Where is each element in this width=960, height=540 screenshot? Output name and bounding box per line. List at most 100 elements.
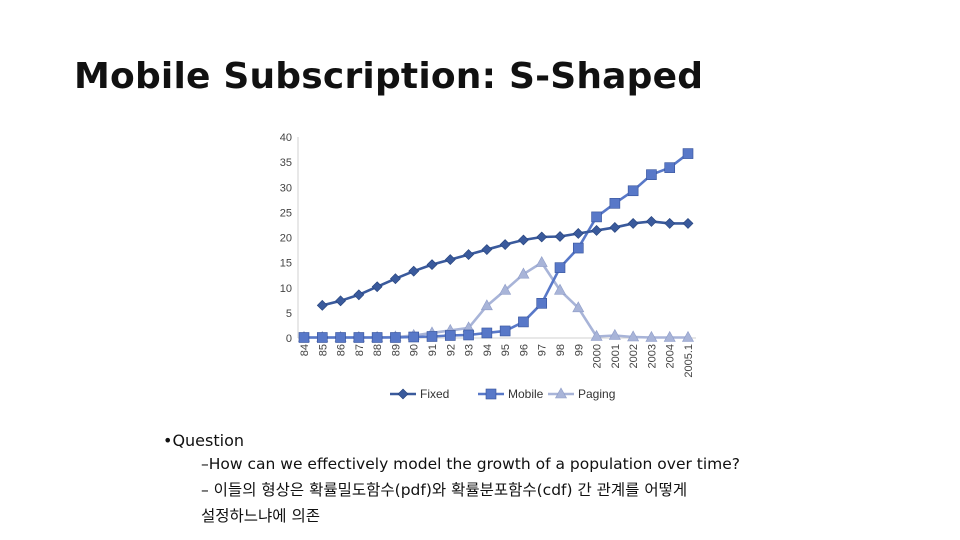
point-fixed: [627, 218, 639, 229]
point-mobile: [627, 185, 639, 197]
y-tick-label: 25: [280, 207, 292, 219]
x-tick-label: 98: [555, 344, 567, 356]
bullet-item-3: 설정하느냐에 의존: [201, 507, 321, 525]
point-fixed: [518, 234, 529, 246]
point-fixed: [444, 254, 456, 266]
point-mobile: [536, 298, 548, 309]
point-paging: [553, 283, 567, 295]
point-mobile: [426, 331, 438, 342]
point-fixed: [536, 231, 548, 243]
x-tick-label: 88: [372, 344, 384, 356]
point-fixed: [353, 289, 365, 301]
x-tick-label: 94: [482, 344, 494, 356]
point-fixed: [591, 225, 602, 236]
series-line-mobile: [304, 152, 689, 339]
point-fixed: [463, 249, 474, 261]
point-fixed: [572, 228, 584, 239]
point-fixed: [499, 239, 511, 250]
point-mobile: [353, 332, 365, 343]
point-paging: [627, 330, 640, 342]
y-tick-label: 5: [286, 308, 292, 320]
x-tick-label: 2004: [665, 344, 677, 368]
x-tick-label: 89: [390, 344, 402, 356]
point-mobile: [316, 332, 328, 343]
point-mobile: [499, 325, 511, 337]
x-tick-label: 99: [573, 344, 585, 356]
legend-marker-paging: [554, 387, 568, 399]
legend-marker-fixed: [397, 388, 409, 400]
point-fixed: [316, 299, 328, 311]
line-chart: 0 5 10 15 20 25 30 35 40 84 85 86 87 88 89 90 91 92 93 94 95…: [280, 132, 696, 401]
point-fixed: [481, 244, 493, 255]
point-mobile: [408, 331, 420, 343]
point-paging: [590, 329, 603, 341]
legend-label-paging: Paging: [578, 387, 615, 401]
point-paging: [681, 330, 695, 342]
y-tick-label: 0: [286, 333, 292, 345]
x-tick-label: 86: [336, 344, 348, 356]
x-tick-label: 97: [537, 344, 549, 356]
point-paging: [499, 283, 512, 295]
point-paging: [517, 267, 530, 279]
x-tick-label: 96: [518, 344, 530, 356]
point-mobile: [682, 148, 694, 159]
point-paging: [663, 330, 676, 342]
x-tick-label: 2005.1: [683, 344, 695, 378]
point-fixed: [554, 231, 566, 242]
point-fixed: [390, 273, 401, 285]
point-paging: [535, 256, 548, 267]
point-mobile: [298, 332, 310, 343]
y-tick-label: 10: [280, 283, 292, 295]
point-mobile: [646, 169, 657, 180]
point-mobile: [444, 330, 456, 341]
point-paging: [645, 330, 658, 342]
x-tick-label: 87: [354, 344, 366, 356]
x-tick-label: 93: [464, 344, 476, 356]
legend-marker-mobile: [485, 388, 497, 400]
bullet-item-2: – 이들의 형상은 확률밀도함수(pdf)와 확률분포함수(cdf) 간 관계를…: [201, 481, 688, 499]
y-tick-label: 30: [280, 182, 292, 194]
x-tick-label: 92: [445, 344, 457, 356]
point-fixed: [609, 222, 621, 233]
question-bullets: •Question –How can we effectively model …: [163, 431, 740, 530]
point-mobile: [518, 316, 529, 328]
point-paging: [608, 328, 621, 340]
y-tick-label: 15: [280, 258, 292, 270]
point-fixed: [408, 265, 420, 277]
point-mobile: [572, 242, 584, 254]
chart-container: 0 5 10 15 20 25 30 35 40 84 85 86 87 88 89 90 91 92 93 94 95…: [268, 124, 700, 414]
y-tick-label: 20: [280, 233, 292, 245]
slide-title: Mobile Subscription: S-Shaped: [74, 56, 704, 97]
point-fixed: [371, 281, 383, 293]
x-tick-label: 2001: [610, 344, 622, 368]
point-mobile: [390, 332, 401, 343]
point-mobile: [463, 329, 474, 341]
x-tick-label: 90: [409, 344, 421, 356]
x-tick-label: 95: [500, 344, 512, 356]
point-mobile: [591, 211, 602, 223]
x-tick-label: 2002: [628, 344, 640, 368]
point-mobile: [609, 198, 621, 209]
x-tick-label: 2003: [646, 344, 658, 368]
point-fixed: [664, 218, 676, 229]
point-mobile: [481, 327, 493, 339]
point-paging: [480, 299, 493, 311]
bullet-question: •Question: [163, 431, 244, 450]
point-mobile: [664, 162, 676, 173]
point-mobile: [554, 262, 566, 273]
x-tick-label: 2000: [592, 344, 604, 368]
legend-label-mobile: Mobile: [508, 387, 544, 401]
point-fixed: [646, 215, 657, 227]
point-mobile: [335, 332, 346, 343]
point-fixed: [335, 295, 346, 307]
x-tick-label: 91: [427, 344, 439, 356]
legend-label-fixed: Fixed: [420, 387, 449, 401]
y-tick-label: 40: [280, 132, 292, 144]
point-paging: [572, 301, 585, 313]
x-tick-label: 85: [317, 344, 329, 356]
series-line-paging: [304, 261, 688, 339]
point-fixed: [426, 259, 438, 271]
point-fixed: [682, 218, 694, 229]
y-tick-label: 35: [280, 157, 292, 169]
point-mobile: [371, 332, 383, 343]
